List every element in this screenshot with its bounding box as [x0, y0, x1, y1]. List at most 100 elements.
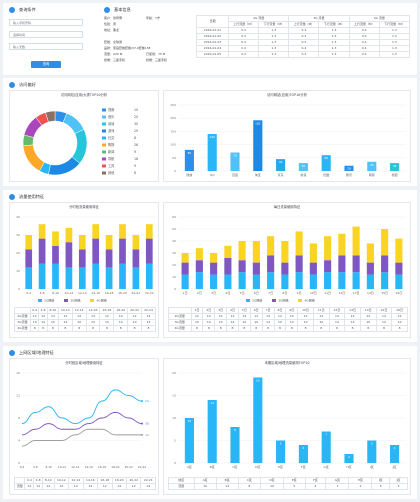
x-tick-label: 14-16: [85, 465, 93, 469]
legend-swatch: [102, 157, 106, 161]
daily-panel: 每日流量使用特征 0 10 20 30 40 50 60 1日 2日 3日 4日 5日 6日 7日 8日 9日…: [163, 202, 411, 338]
legend-label: 购物: [108, 142, 115, 147]
x-tick-label: 11日: [324, 291, 331, 295]
x-tick-label: 10日: [310, 291, 317, 295]
table-cell: 1.3: [318, 51, 350, 58]
table-cell: 1.3: [378, 51, 411, 58]
table-cell: 14: [33, 483, 43, 490]
online-title: 上网区域/地理特征: [19, 350, 54, 356]
table-cell: 12: [53, 483, 70, 490]
y-tick-label: 50: [172, 156, 176, 160]
table-cell: 2: [348, 483, 373, 490]
legend-label: 其他: [108, 170, 115, 175]
x-tick-label: J区: [392, 465, 397, 469]
stacked-bar-segment: [92, 238, 100, 264]
stacked-bar-segment: [395, 262, 403, 275]
legend-value: 8: [134, 171, 136, 175]
bar-value-label: 20: [347, 167, 351, 171]
bar-value-label: 35: [370, 163, 374, 167]
table-cell: 7: [325, 483, 350, 490]
x-tick-label: 12-14: [78, 291, 87, 295]
donut-title: 访问网站(应用)大类TOP10分析: [60, 93, 108, 97]
x-tick-label: 8-10: [45, 465, 52, 469]
donut-slice: [71, 128, 88, 164]
table-cell: 8: [328, 325, 346, 332]
stacked-bar-segment: [65, 227, 73, 243]
x-tick-label: 8-10: [52, 291, 59, 295]
table-cell: 4: [389, 483, 408, 490]
stacked-bar-segment: [181, 253, 189, 263]
table-row: 4G流量 8 8 8 8 8 8 8 8 8 8: [13, 325, 156, 332]
access-section: 访问偏好 访问网站(应用)大类TOP10分析 视频 10 音乐 20 阅读 30 游戏 29 社…: [3, 78, 417, 186]
table-cell: 8: [273, 325, 287, 332]
stacked-bar-segment: [338, 233, 346, 256]
chart-icon: [9, 194, 15, 200]
stacked-bar-segment: [92, 263, 100, 289]
x-tick-label: 14-16: [91, 291, 100, 295]
y-tick-label: 5: [174, 439, 176, 443]
stacked-bar-segment: [195, 272, 203, 289]
stacked-bar-segment: [252, 241, 260, 263]
field-age: 年龄：7岁: [146, 16, 160, 20]
hourly-title: 分时段流量使用特征: [69, 205, 99, 209]
stacked-bar-segment: [381, 255, 389, 273]
online-header: 上网区域/地理特征: [9, 350, 54, 356]
bar: [207, 400, 217, 463]
stacked-bar-segment: [78, 267, 86, 289]
bar: [298, 163, 308, 171]
x-tick-label: B区: [210, 465, 215, 469]
stacked-bar-segment: [210, 262, 218, 275]
date-input[interactable]: [9, 31, 83, 38]
y-tick-label: 20: [172, 371, 176, 375]
daily-table: 1日 2日 3日 4日 5日 6日 7日 8日 9日 10日 11日 12日 13日 14日 15日 16日 2…: [168, 307, 408, 332]
stacked-bar-segment: [366, 243, 374, 263]
table-cell: 0.4: [227, 51, 260, 58]
traffic-header: 流量使用特征: [9, 194, 44, 200]
x-tick-label: 新浪: [300, 172, 306, 177]
stacked-bar-segment: [309, 243, 317, 263]
bar: [184, 418, 194, 463]
series-endpoint: [141, 422, 143, 425]
series-label: 3G: [145, 422, 150, 426]
legend-value: 29: [134, 129, 138, 133]
x-tick-label: G区: [324, 465, 329, 469]
stacked-bar-segment: [252, 262, 260, 275]
bar-value-label: 30: [393, 164, 397, 168]
bar: [367, 440, 377, 463]
table-cell: 10: [193, 483, 217, 490]
x-tick-label: 18-20: [111, 465, 119, 469]
x-tick-label: 3日: [211, 291, 216, 295]
days-input[interactable]: [9, 43, 83, 50]
basic-header: 基本信息: [104, 7, 131, 13]
stacked-bar-segment: [366, 262, 374, 275]
stacked-bar-segment: [119, 263, 126, 289]
bar-value-label: 4: [394, 446, 396, 450]
legend-2g: 2G网络: [246, 299, 262, 303]
x-tick-label: A区: [187, 465, 192, 469]
table-cell: 0.4: [348, 51, 380, 58]
table-cell: 4: [304, 483, 327, 490]
series-endpoint: [141, 433, 143, 436]
legend-3g: 3G网络: [272, 299, 288, 303]
phone-input[interactable]: [9, 19, 83, 26]
table-cell: 14: [140, 483, 156, 490]
query-button[interactable]: 查询: [31, 61, 61, 68]
stacked-bar-segment: [145, 263, 153, 289]
y-tick-label: 30: [16, 233, 20, 237]
table-cell: 12: [97, 483, 113, 490]
stacked-bar-segment: [381, 229, 389, 256]
stacked-bar-segment: [238, 241, 246, 261]
table-row: 3G流量 10 10 10 14 10 10 14 10 14 10 10 14 14 10 14 10: [168, 319, 408, 326]
bar-value-label: 19: [256, 379, 260, 383]
daily-chart: 0 10 20 30 40 50 60 1日 2日 3日 4日 5日 6日 7日 8日 9日 10日 11日 12日…: [172, 215, 406, 295]
legend-swatch: [102, 108, 106, 112]
stacked-bar-segment: [267, 272, 275, 289]
legend-label: 阅读: [108, 121, 115, 126]
stacked-bar-segment: [309, 262, 317, 275]
hourly-panel: 分时段流量使用特征 0 10 20 30 40 0-4 4-8 8-10 10-12 12-14 1…: [9, 202, 159, 338]
x-tick-label: 7日: [268, 291, 273, 295]
y-tick-label: 16: [16, 371, 20, 375]
y-tick-label: 4: [18, 439, 20, 443]
stacked-bar-segment: [281, 262, 289, 275]
legend-label: 导航: [108, 156, 115, 161]
